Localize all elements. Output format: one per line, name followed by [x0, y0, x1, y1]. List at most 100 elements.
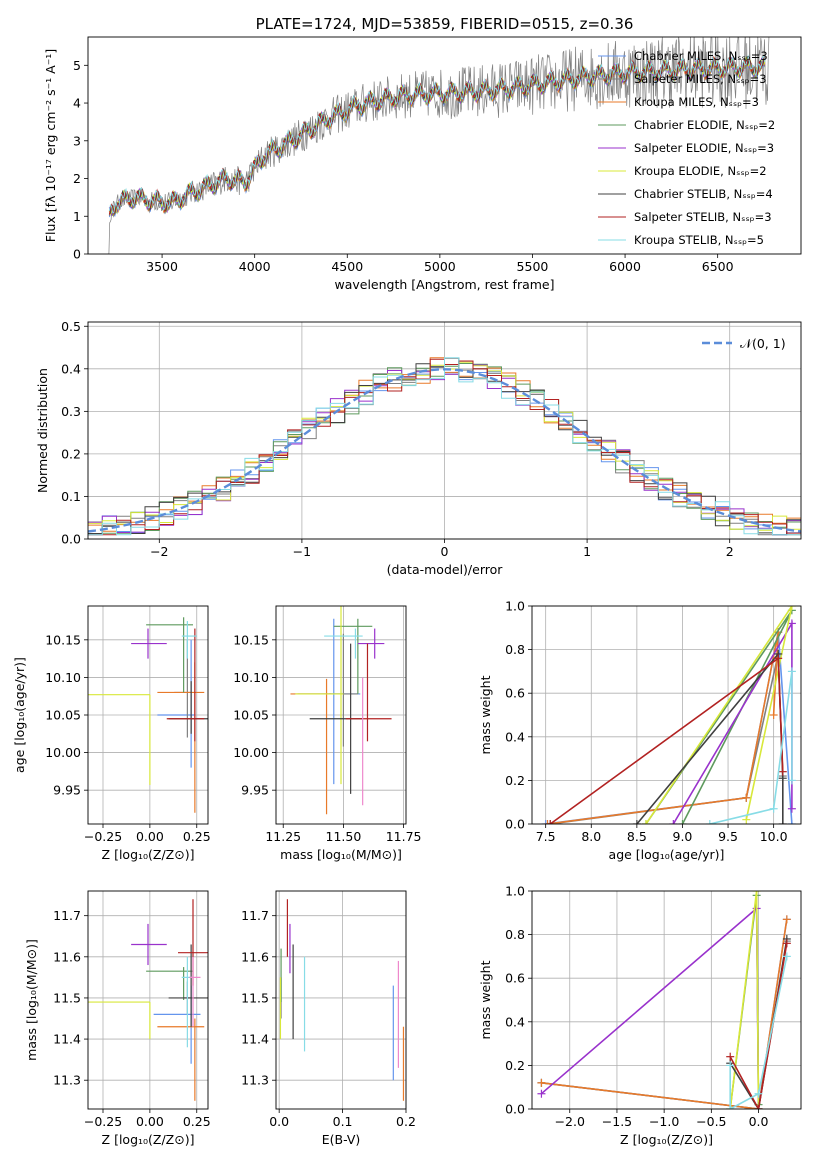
y-tick-label: 11.6: [241, 949, 269, 964]
y-tick-label: 9.95: [53, 783, 81, 798]
age-vs-mass-panel: 11.25 11.50 11.75 9.95 10.00 10.05 10.10 10.15 m…: [233, 605, 422, 862]
x-tick-label: −1: [293, 544, 311, 559]
weight-marker: [546, 820, 555, 824]
legend-label: Kroupa MILES, Nₛₛₚ=3: [634, 95, 759, 109]
x-tick-label: 3500: [146, 259, 178, 274]
error-bar-point: [166, 628, 205, 742]
x-tick-label: 10.0: [760, 829, 788, 844]
weight-line: [729, 891, 760, 1109]
error-bar-point: [357, 628, 385, 659]
y-tick-label: 11.7: [241, 908, 269, 923]
y-tick-label: 1: [73, 209, 81, 224]
x-tick-label: 0.2: [396, 1114, 416, 1129]
error-bar-point: [157, 1018, 205, 1101]
x-tick-label: 0.0: [749, 1114, 769, 1129]
weight-marker: [787, 776, 796, 785]
y-tick-label: 10.00: [45, 745, 81, 760]
x-tick-label: 9.0: [673, 829, 693, 844]
y-tick-label: 0.6: [505, 686, 525, 701]
model-spectrum: [108, 54, 766, 214]
x-tick-label: 0.1: [333, 1114, 353, 1129]
x-tick-label: 4000: [239, 259, 271, 274]
legend-label: Salpeter STELIB, Nₛₛₚ=3: [634, 210, 772, 224]
legend-label: Chabrier MILES, Nₛₛₚ=3: [634, 49, 768, 63]
weight-line: [636, 651, 784, 824]
age-vs-metallicity-panel: −0.25 0.00 0.25 9.95 10.00 10.05 10.10 10.15 Z […: [12, 605, 211, 862]
axes-frame: 11.25 11.50 11.75 9.95 10.00 10.05 10.10 10.15 m…: [233, 605, 422, 862]
x-tick-label: −1.5: [602, 1114, 632, 1129]
legend-label: Kroupa ELODIE, Nₛₛₚ=2: [634, 164, 767, 178]
x-tick-label: 7.5: [536, 829, 556, 844]
x-axis-label: Z [log₁₀(Z/Z⊙)]: [102, 847, 195, 862]
y-tick-label: 10.10: [45, 670, 81, 685]
x-axis-label: wavelength [Angstrom, rest frame]: [334, 277, 554, 292]
weight-marker: [669, 820, 678, 824]
weight-marker: [787, 667, 796, 676]
x-tick-label: 11.75: [386, 829, 422, 844]
weight-line: [541, 919, 788, 1109]
x-tick-label: 0.0: [269, 1114, 289, 1129]
weight-marker: [537, 1078, 546, 1087]
weight-line: [672, 620, 793, 824]
x-tick-label: 5000: [424, 259, 456, 274]
legend-label: Salpeter ELODIE, Nₛₛₚ=3: [634, 141, 774, 155]
x-axis-label: mass [log₁₀(M/M⊙)]: [280, 847, 402, 862]
x-tick-label: −0.25: [84, 829, 122, 844]
weight-marker: [742, 793, 751, 802]
y-tick-label: 0.6: [505, 971, 525, 986]
x-tick-label: 9.5: [718, 829, 738, 844]
y-tick-label: 11.3: [241, 1073, 269, 1088]
plot-area: [279, 899, 405, 1101]
x-tick-label: 2: [726, 544, 734, 559]
y-tick-label: 2: [73, 171, 81, 186]
weight-marker: [778, 820, 787, 824]
x-tick-label: 8.0: [581, 829, 601, 844]
grid: [532, 890, 801, 1110]
x-tick-label: 0: [441, 544, 449, 559]
x-tick-label: −0.25: [84, 1114, 122, 1129]
y-axis-label: mass [log₁₀(M/M⊙)]: [24, 939, 39, 1061]
error-bar-point: [333, 618, 373, 694]
y-tick-label: 9.95: [241, 783, 269, 798]
y-axis-label: Normed distribution: [35, 368, 50, 493]
x-tick-label: 4500: [331, 259, 363, 274]
chart-title: PLATE=1724, MJD=53859, FIBERID=0515, z=0…: [256, 15, 634, 33]
axes-frame: −0.25 0.00 0.25 9.95 10.00 10.05 10.10 10.15 Z […: [12, 605, 211, 862]
x-tick-label: 0.00: [136, 829, 164, 844]
y-tick-label: 3: [73, 133, 81, 148]
plot-area: [541, 606, 796, 824]
axes-frame: 0.0 0.1 0.2 11.3 11.4 11.5 11.6 11.7 E(B-V): [241, 890, 416, 1147]
weight-marker: [541, 820, 550, 824]
weight-line: [549, 656, 784, 824]
y-tick-label: 5: [73, 58, 81, 73]
x-axis-label: E(B-V): [322, 1132, 361, 1147]
weight-vs-age-panel: 7.5 8.0 8.5 9.0 9.5 10.0 0.0 0.2 0.4 0.6 0.8 1.0 age…: [478, 599, 802, 862]
weight-marker: [641, 820, 650, 824]
x-tick-label: −2: [150, 544, 168, 559]
y-tick-label: 0.0: [505, 817, 525, 832]
weight-marker: [782, 915, 791, 924]
weight-vs-metallicity-panel: −2.0 −1.5 −1.0 −0.5 0.0 0.0 0.2 0.4 0.6 0.8 1.0 Z […: [478, 884, 802, 1147]
y-tick-label: 11.4: [53, 1032, 81, 1047]
weight-marker: [782, 939, 791, 948]
y-tick-label: 11.5: [241, 990, 269, 1005]
x-tick-label: 1: [583, 544, 591, 559]
y-axis-label: mass weight: [478, 675, 493, 754]
error-bar-point: [168, 681, 208, 734]
x-tick-label: 6000: [609, 259, 641, 274]
x-axis-label: age [log₁₀(age/yr)]: [609, 847, 725, 862]
x-tick-label: 11.25: [265, 829, 301, 844]
axes-border: [275, 890, 407, 1110]
grid: [88, 322, 801, 540]
y-tick-label: 0.2: [61, 446, 81, 461]
weight-marker: [787, 804, 796, 813]
x-axis-label: (data-model)/error: [387, 562, 504, 577]
error-bar-point: [168, 944, 208, 1027]
x-tick-label: 0.25: [183, 1114, 211, 1129]
y-tick-label: 0.3: [61, 404, 81, 419]
weight-marker: [752, 891, 761, 895]
y-tick-label: 0.4: [61, 361, 81, 376]
weight-line: [645, 606, 793, 824]
y-tick-label: 0: [73, 247, 81, 262]
grid: [532, 605, 801, 825]
